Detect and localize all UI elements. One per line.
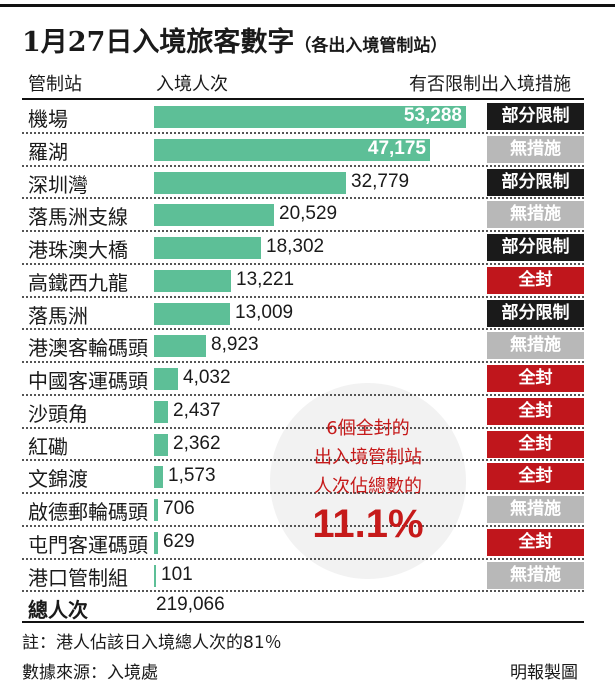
- station-label: 啟德郵輪碼頭: [28, 500, 148, 524]
- station-label: 機場: [28, 107, 68, 131]
- top-rule: [0, 4, 615, 7]
- row-divider: [22, 590, 584, 592]
- measure-badge: 全封: [487, 397, 584, 425]
- total-value: 219,066: [156, 594, 225, 615]
- station-label: 沙頭角: [28, 401, 88, 426]
- row-divider: [22, 296, 584, 298]
- row-divider: [22, 459, 584, 461]
- bar: [154, 237, 261, 259]
- station-label: 文錦渡: [28, 467, 88, 492]
- measure-badge: 部分限制: [487, 103, 584, 130]
- value-label: 101: [161, 563, 193, 585]
- measure-badge: 全封: [487, 528, 584, 556]
- bar: [154, 302, 230, 325]
- bar: [154, 499, 158, 521]
- bar: [154, 433, 168, 456]
- measure-badge: 無措施: [487, 201, 584, 229]
- station-label: 紅磡: [28, 434, 68, 459]
- measure-badge: 全封: [487, 365, 584, 392]
- value-label: 32,779: [351, 170, 410, 192]
- header-station: 管制站: [28, 74, 82, 95]
- row-divider: [22, 361, 584, 363]
- row-divider: [22, 427, 584, 429]
- bar: [154, 335, 206, 358]
- value-label: 18,302: [266, 236, 325, 257]
- value-label: 629: [163, 530, 195, 552]
- value-label: 2,362: [173, 432, 221, 454]
- station-label: 高鐵西九龍: [28, 270, 128, 295]
- station-label: 中國客運碼頭: [28, 369, 148, 393]
- row-divider: [22, 263, 584, 265]
- callout-bubble: [270, 383, 466, 579]
- measure-badge: 無措施: [487, 135, 584, 163]
- header-measure: 有否限制出入境措施: [409, 74, 571, 95]
- bar: [154, 204, 274, 227]
- measure-badge: 全封: [487, 430, 584, 458]
- value-label: 2,437: [173, 399, 221, 421]
- value-label: 13,221: [236, 268, 295, 290]
- footnote: 註：港人佔該日入境總人次的81％: [22, 633, 282, 653]
- title-subtitle: （各出入境管制站）: [294, 36, 448, 56]
- station-label: 港口管制組: [28, 565, 128, 590]
- measure-badge: 無措施: [487, 561, 584, 589]
- measure-badge: 全封: [487, 463, 584, 491]
- total-rule: [22, 621, 584, 623]
- row-divider: [22, 394, 584, 396]
- bar: [154, 531, 158, 554]
- station-label: 港珠澳大橋: [28, 238, 128, 262]
- header-count: 入境人次: [156, 74, 228, 95]
- row-divider: [22, 558, 584, 560]
- row-divider: [22, 328, 584, 330]
- chart-title: 1月27日入境旅客數字（各出入境管制站）: [22, 20, 447, 59]
- station-label: 落馬洲支線: [28, 205, 128, 230]
- station-label: 屯門客運碼頭: [28, 532, 148, 557]
- station-label: 深圳灣: [28, 172, 88, 197]
- measure-badge: 部分限制: [487, 299, 584, 327]
- total-label: 總人次: [28, 598, 88, 622]
- callout-line-3: 人次佔總數的: [314, 476, 422, 497]
- title-main: 1月27日入境旅客數字: [22, 27, 295, 58]
- value-label: 47,175: [367, 137, 426, 159]
- callout-line-1: 6個全封的: [326, 418, 410, 439]
- bar: [154, 106, 466, 128]
- value-label: 53,288: [403, 105, 462, 126]
- bar: [154, 400, 168, 423]
- source-note: 數據來源：入境處: [22, 663, 158, 683]
- value-label: 1,573: [168, 465, 216, 487]
- measure-badge: 無措施: [487, 332, 584, 360]
- value-label: 706: [163, 498, 195, 519]
- callout-line-2: 出入境管制站: [314, 447, 422, 468]
- value-label: 20,529: [279, 203, 338, 225]
- bar: [154, 269, 231, 292]
- credit-label: 明報製圖: [510, 663, 578, 683]
- bar: [154, 466, 163, 489]
- row-divider: [22, 132, 584, 134]
- row-divider: [22, 197, 584, 199]
- bar: [154, 368, 178, 390]
- value-label: 13,009: [235, 301, 294, 323]
- row-divider: [22, 525, 584, 527]
- station-label: 羅湖: [28, 139, 68, 164]
- value-label: 8,923: [211, 334, 259, 356]
- callout-value: 11.1%: [312, 502, 424, 546]
- measure-badge: 無措施: [487, 496, 584, 523]
- value-label: 4,032: [183, 367, 231, 388]
- measure-badge: 全封: [487, 266, 584, 294]
- station-label: 落馬洲: [28, 303, 88, 328]
- measure-badge: 部分限制: [487, 234, 584, 261]
- header-rule: [22, 98, 584, 100]
- row-divider: [22, 165, 584, 167]
- bar: [154, 138, 430, 161]
- bar: [154, 564, 156, 587]
- row-divider: [22, 492, 584, 494]
- bar: [154, 171, 346, 194]
- row-divider: [22, 230, 584, 232]
- measure-badge: 部分限制: [487, 168, 584, 196]
- station-label: 港澳客輪碼頭: [28, 336, 148, 361]
